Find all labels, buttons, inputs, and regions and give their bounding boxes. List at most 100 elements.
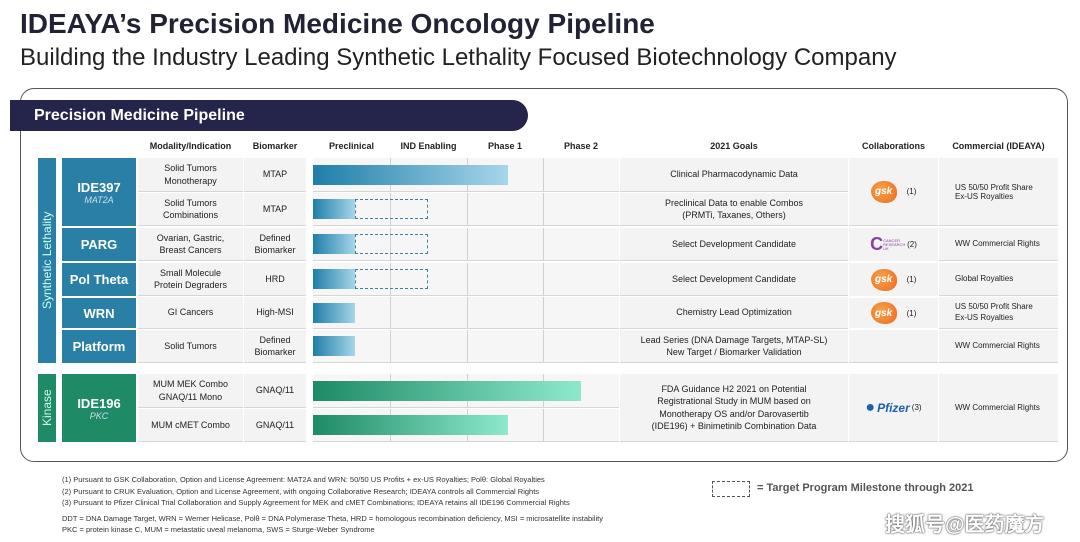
page-subtitle: Building the Industry Leading Synthetic … [20, 44, 897, 71]
collab-gsk-wrn: gsk (1) [849, 298, 938, 328]
header-phase1: Phase 1 [487, 141, 523, 151]
modality-cell: MUM MEK Combo GNAQ/11 Mono [138, 374, 243, 408]
page-title: IDEAYA’s Precision Medicine Oncology Pip… [20, 8, 655, 39]
modality-cell: Solid Tumors [138, 330, 243, 363]
gridline [390, 297, 391, 328]
header-biomarker: Biomarker [252, 141, 298, 151]
progress-bar [313, 234, 356, 254]
collab-note: (1) [906, 308, 917, 318]
modality-cell: Small Molecule Protein Degraders [138, 263, 243, 296]
gridline [543, 409, 544, 441]
progress-bar [313, 415, 509, 435]
footnote: (3) Pursuant to Pfizer Clinical Trial Co… [62, 498, 570, 507]
goal-cell: Preclinical Data to enable Combos (PRMTi… [620, 193, 848, 226]
gridline [543, 330, 544, 362]
header-ind: IND Enabling [400, 141, 457, 151]
gridline [467, 263, 468, 295]
goal-ide196: FDA Guidance H2 2021 on Potential Regist… [620, 374, 848, 442]
group-synthetic-lethality: Synthetic Lethality [38, 158, 56, 363]
cruk-logo-icon: C [870, 234, 884, 254]
gridline [390, 193, 391, 225]
footnotes: (1) Pursuant to GSK Collaboration, Optio… [62, 474, 603, 536]
legend-text: = Target Program Milestone through 2021 [757, 482, 974, 494]
goal-cell: Lead Series (DNA Damage Targets, MTAP-SL… [620, 330, 848, 363]
collab-note: (3) [911, 403, 922, 412]
program-name: IDE196 [77, 395, 121, 411]
gridline [543, 193, 544, 225]
commercial-cell: Global Royalties [939, 263, 1058, 296]
header-phase2: Phase 2 [563, 141, 599, 151]
collab-note: (1) [906, 187, 917, 196]
pfizer-swirl-icon: ● [865, 398, 876, 416]
program-target: PKC [89, 410, 109, 421]
pipeline-row: Solid Tumors Monotherapy MTAP Clinical P… [138, 158, 1058, 192]
biomarker-cell: GNAQ/11 [244, 409, 306, 442]
header-collab: Collaborations [861, 141, 925, 151]
stage-cell [313, 228, 619, 261]
commercial-ide397: US 50/50 Profit Share Ex-US Royalties [939, 158, 1058, 226]
goal-cell: Chemistry Lead Optimization [620, 297, 848, 329]
pipeline-row: MUM cMET Combo GNAQ/11 [138, 409, 1058, 442]
commercial-ide196: WW Commercial Rights [939, 374, 1058, 442]
progress-bar [313, 380, 581, 401]
biomarker-cell: HRD [244, 263, 306, 296]
commercial-cell: WW Commercial Rights [939, 330, 1058, 363]
target-milestone-box [355, 199, 428, 219]
pfizer-logo-text: Pfizer [877, 400, 910, 415]
collab-pfizer: ● Pfizer (3) [849, 374, 938, 442]
goal-cell: Select Development Candidate [620, 263, 848, 296]
header-goals: 2021 Goals [710, 141, 758, 151]
gridline [390, 263, 391, 295]
gridline [390, 228, 391, 260]
program-ide397: IDE397 MAT2A [62, 158, 136, 226]
stage-cell [313, 193, 619, 226]
cruk-logo-text: CANCER RESEARCH UK [883, 237, 906, 251]
gsk-logo-icon: gsk [870, 180, 897, 203]
header-commercial: Commercial (IDEAYA) [952, 141, 1045, 151]
stage-cell [313, 374, 619, 408]
collab-cruk: C CANCER RESEARCH UK (2) [849, 228, 938, 261]
gridline [467, 228, 468, 260]
target-milestone-box [355, 269, 428, 289]
progress-bar [313, 336, 356, 356]
pipeline-row: Ovarian, Gastric, Breast Cancers Defined… [138, 228, 1058, 261]
biomarker-cell: GNAQ/11 [244, 374, 306, 408]
pipeline-row: Small Molecule Protein Degraders HRD Sel… [138, 263, 1058, 296]
biomarker-cell: MTAP [244, 158, 306, 192]
program-ide196: IDE196 PKC [62, 374, 136, 442]
commercial-cell: WW Commercial Rights [939, 228, 1058, 261]
biomarker-cell: High-MSI [244, 297, 306, 329]
pipeline-row: Solid Tumors Defined Biomarker Lead Seri… [138, 330, 1058, 363]
modality-cell: GI Cancers [138, 297, 243, 329]
pipeline-row: MUM MEK Combo GNAQ/11 Mono GNAQ/11 [138, 374, 1058, 408]
program-pol-theta: Pol Theta [62, 263, 136, 296]
watermark: 搜狐号@医药魔方 [885, 514, 1045, 536]
progress-bar [313, 302, 356, 323]
collab-note: (1) [906, 275, 917, 284]
gridline [543, 263, 544, 295]
program-parg: PARG [62, 228, 136, 261]
target-milestone-box [355, 234, 428, 254]
progress-bar [313, 199, 356, 219]
program-name: IDE397 [77, 179, 121, 195]
modality-cell: MUM cMET Combo [138, 409, 243, 442]
program-platform: Platform [62, 330, 136, 363]
pipeline-frame [20, 88, 1068, 462]
progress-bar [313, 164, 509, 185]
stage-cell [313, 409, 619, 442]
commercial-cell: US 50/50 Profit Share Ex-US Royalties [939, 297, 1058, 329]
legend-dashed-box-icon [712, 481, 750, 497]
header-preclinical: Preclinical [328, 141, 375, 151]
pipeline-banner: Precision Medicine Pipeline [10, 100, 528, 131]
stage-cell [313, 297, 619, 329]
goal-cell: Select Development Candidate [620, 228, 848, 261]
footnote: (1) Pursuant to GSK Collaboration, Optio… [62, 475, 545, 484]
collab-note: (2) [907, 240, 917, 249]
stage-cell [313, 330, 619, 363]
gridline [543, 228, 544, 260]
header-modality: Modality/Indication [149, 141, 232, 151]
pipeline-row: GI Cancers High-MSI Chemistry Lead Optim… [138, 297, 1058, 329]
group-kinase: Kinase [38, 374, 56, 442]
program-target: MAT2A [84, 194, 114, 205]
program-wrn: WRN [62, 298, 136, 328]
